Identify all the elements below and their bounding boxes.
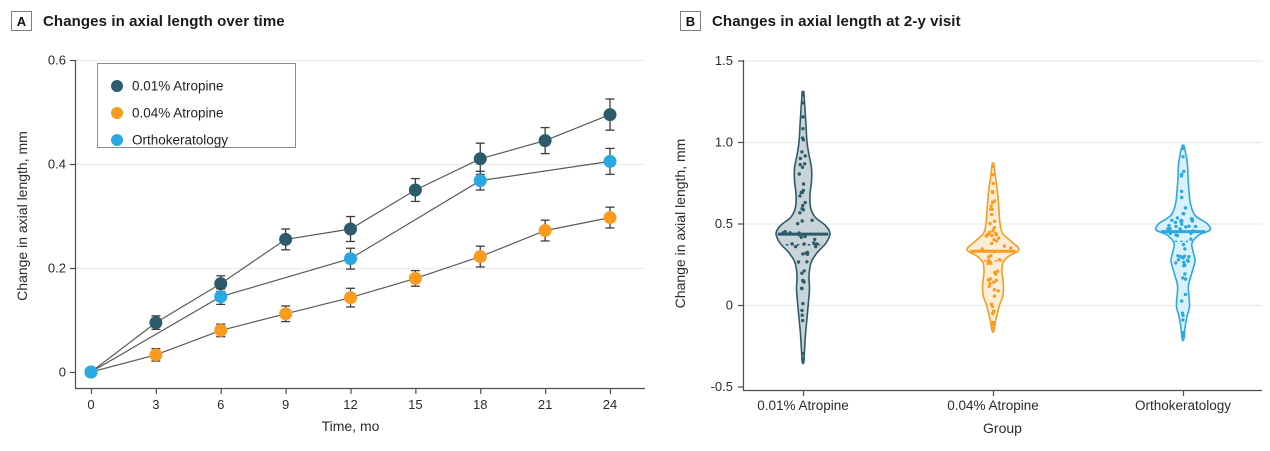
legend-label: 0.01% Atropine — [132, 79, 224, 94]
x-axis-label: Group — [983, 420, 1022, 436]
y-tick-label: 0.4 — [48, 157, 66, 172]
x-tick-label: 12 — [343, 397, 357, 412]
data-point — [603, 211, 617, 225]
x-tick-label: 3 — [152, 397, 159, 412]
violin-outline — [966, 162, 1020, 334]
data-point — [279, 232, 293, 246]
data-point — [149, 348, 163, 362]
data-point — [408, 271, 422, 285]
data-point — [214, 323, 228, 337]
data-point — [473, 152, 487, 166]
data-point — [84, 365, 98, 379]
panel-a: A Changes in axial length over time 0 0.2… — [11, 11, 645, 434]
data-point — [214, 290, 228, 304]
panel-a-axes: 0 0.2 0.4 0.6 0 3 6 9 12 15 18 21 24 Time, mo Change i… — [14, 53, 645, 434]
y-axis-label: Change in axial length, mm — [672, 139, 688, 309]
legend-dot-icon — [111, 107, 123, 119]
y-tick-label: 0.6 — [48, 53, 66, 68]
group-tick-label: 0.01% Atropine — [757, 398, 849, 413]
panel-b-header: B Changes in axial length at 2-y visit — [680, 11, 961, 31]
panel-b-title: Changes in axial length at 2-y visit — [712, 12, 961, 30]
violin-orthokeratology — [1154, 144, 1212, 342]
data-point — [538, 134, 552, 148]
data-point — [279, 307, 293, 321]
x-tick-label: 24 — [603, 397, 617, 412]
panel-a-letter: A — [11, 11, 32, 31]
data-point — [149, 316, 163, 330]
y-tick-label: 1.5 — [715, 53, 733, 68]
x-tick-label: 6 — [217, 397, 224, 412]
x-tick-label: 0 — [87, 397, 94, 412]
x-axis-label: Time, mo — [322, 418, 380, 434]
violin-chart-axial-length-2y: -0.5 0 0.5 1.0 1.5 0.01% Atropine 0.04% Atropi… — [672, 53, 1262, 436]
y-tick-label: 0.2 — [48, 261, 66, 276]
x-tick-label: 15 — [408, 397, 422, 412]
series-orthokeratology — [84, 147, 617, 379]
data-point — [538, 224, 552, 238]
y-tick-label: -0.5 — [711, 379, 733, 394]
data-point — [603, 154, 617, 168]
data-point — [344, 291, 357, 305]
series-lines — [90, 114, 611, 373]
y-axis-label: Change in axial length, mm — [14, 131, 30, 301]
group-tick-label: Orthokeratology — [1135, 398, 1231, 413]
panel-b-axes: -0.5 0 0.5 1.0 1.5 0.01% Atropine 0.04% Atropi… — [672, 53, 1262, 436]
panel-a-header: A Changes in axial length over time — [11, 11, 285, 31]
panel-a-title: Changes in axial length over time — [43, 12, 285, 30]
data-point — [408, 183, 422, 197]
data-point — [214, 277, 228, 291]
panel-b: B Changes in axial length at 2-y visit -… — [655, 0, 1270, 451]
violin-0-04-atropine — [966, 162, 1020, 334]
y-tick-label: 0 — [726, 298, 733, 313]
data-point — [344, 222, 357, 236]
line-chart-axial-length-over-time: 0 0.2 0.4 0.6 0 3 6 9 12 15 18 21 24 Time, mo Change i… — [14, 53, 645, 434]
x-tick-label: 21 — [538, 397, 552, 412]
panel-b-letter: B — [680, 11, 701, 31]
legend-label: 0.04% Atropine — [132, 106, 224, 121]
legend-dot-icon — [111, 134, 123, 146]
legend-label: Orthokeratology — [132, 133, 228, 148]
data-point — [603, 108, 617, 122]
legend: 0.01% Atropine 0.04% Atropine Orthokeratol… — [97, 63, 296, 148]
data-point — [473, 250, 487, 264]
x-tick-label: 18 — [473, 397, 487, 412]
x-tick-label: 9 — [282, 397, 289, 412]
violin-0-01-atropine — [775, 90, 831, 365]
y-tick-label: 0 — [59, 365, 66, 380]
violin-outline — [775, 90, 831, 365]
y-tick-label: 0.5 — [715, 216, 733, 231]
data-point — [473, 174, 487, 188]
data-point — [344, 252, 357, 266]
panel-a-gridlines — [75, 59, 645, 270]
group-tick-label: 0.04% Atropine — [947, 398, 1039, 413]
y-tick-label: 1.0 — [715, 135, 733, 150]
legend-dot-icon — [111, 80, 123, 92]
